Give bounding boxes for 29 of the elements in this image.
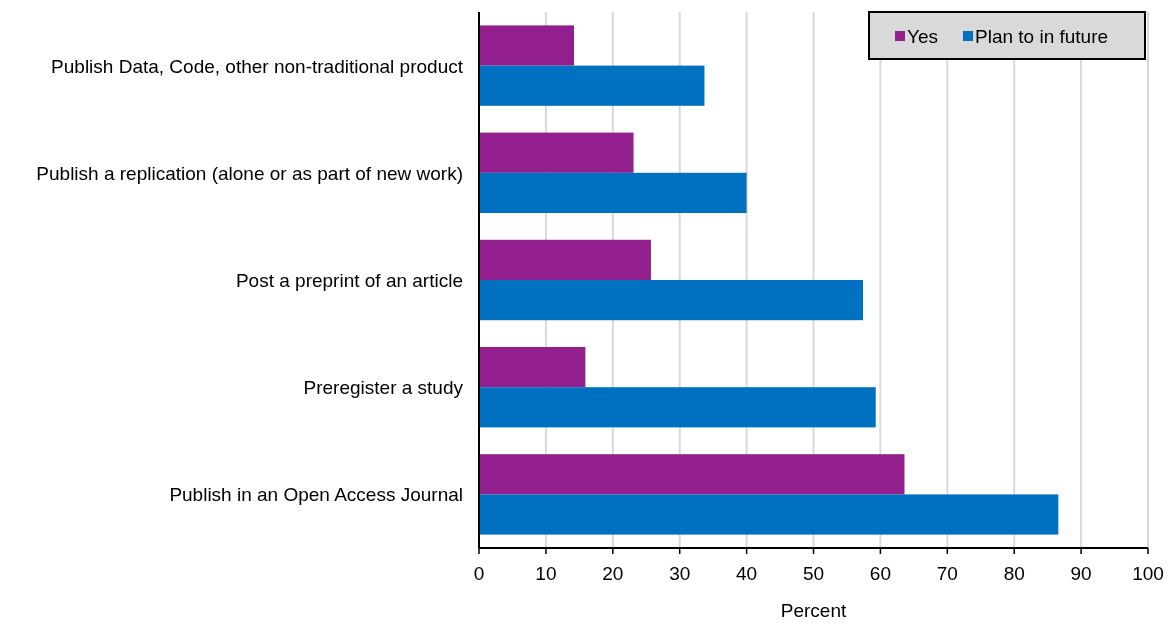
bar (479, 494, 1059, 535)
x-tick-label: 30 (669, 563, 691, 584)
x-tick-label: 80 (1003, 563, 1025, 584)
x-tick-label: 40 (736, 563, 758, 584)
y-tick-label: Preregister a study (303, 377, 464, 399)
bar (479, 387, 876, 428)
bar (479, 347, 586, 388)
y-tick-label: Post a preprint of an article (235, 270, 463, 291)
y-tick-label: Publish Data, Code, other non-traditional product (51, 55, 464, 77)
legend-label: Yes (907, 26, 938, 47)
x-tick-label: 70 (936, 563, 958, 584)
bar (479, 25, 574, 66)
bar (479, 172, 747, 213)
y-tick-label: Publish in an Open Access Journal (169, 484, 463, 506)
x-tick-label: 90 (1070, 563, 1092, 584)
x-tick-label: 50 (802, 563, 825, 584)
bar (479, 65, 705, 106)
bar (479, 280, 864, 321)
x-tick-label: 10 (535, 563, 557, 584)
y-tick-label: Publish a replication (alone or as part of new work) (36, 162, 463, 184)
x-tick-label: 0 (473, 563, 485, 584)
legend-label: Plan to in future (975, 26, 1109, 47)
x-axis-title: Percent (780, 600, 847, 621)
bar (479, 132, 634, 173)
x-tick-label: 20 (602, 563, 624, 584)
x-tick-label: 60 (869, 563, 891, 584)
bar (479, 239, 651, 280)
bar (479, 454, 905, 495)
x-tick-label: 100 (1132, 563, 1164, 584)
